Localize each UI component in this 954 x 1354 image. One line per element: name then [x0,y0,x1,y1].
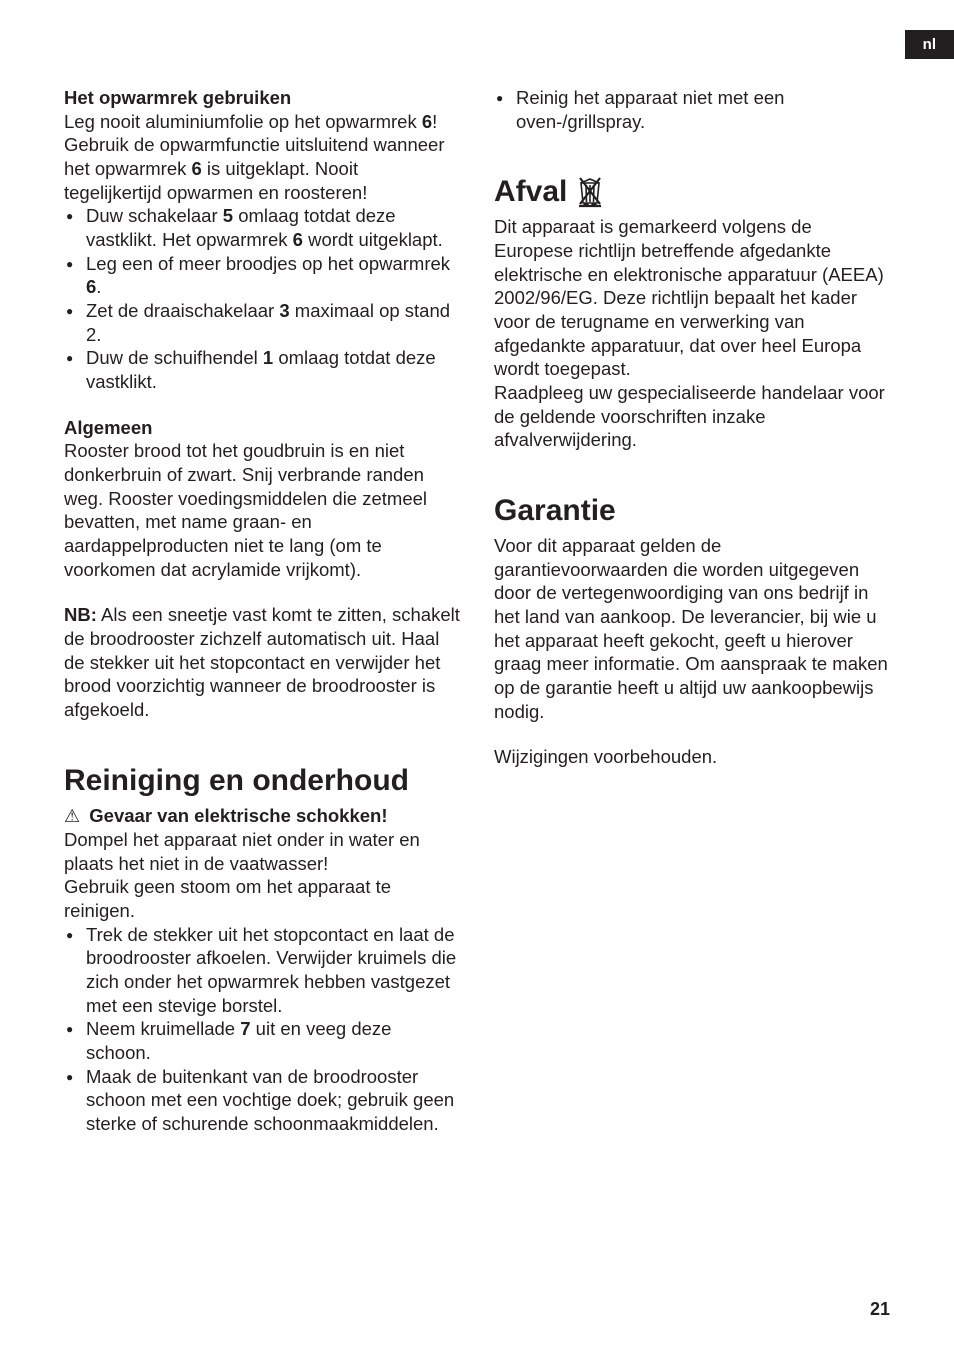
list-item: Leg een of meer broodjes op het opwarmre… [64,252,460,299]
warning-label: Gevaar van elektrische schokken! [89,805,387,826]
left-column: Het opwarmrek gebruiken Leg nooit alumin… [64,86,460,1136]
text: Leg nooit aluminiumfolie op het opwarmre… [64,111,422,132]
ref-num: 7 [240,1018,250,1039]
language-tab: nl [905,30,954,59]
warning-line: ⚠ Gevaar van elektrische schokken! [64,804,460,828]
text: Duw schakelaar [86,205,223,226]
two-column-layout: Het opwarmrek gebruiken Leg nooit alumin… [64,86,890,1136]
paragraph: Dompel het apparaat niet onder in water … [64,828,460,923]
subhead-opwarmrek: Het opwarmrek gebruiken [64,86,460,110]
text: Neem kruimellade [86,1018,240,1039]
text: Duw de schuifhendel [86,347,263,368]
paragraph: Wijzigingen voorbehouden. [494,745,890,769]
ref-num: 3 [279,300,289,321]
right-column: Reinig het apparaat niet met een oven-/g… [494,86,890,1136]
bullet-list: Duw schakelaar 5 omlaag totdat deze vast… [64,204,460,393]
section-algemeen: Algemeen Rooster brood tot het goudbruin… [64,416,460,582]
subhead-algemeen: Algemeen [64,416,460,440]
bullet-list: Trek de stekker uit het stopcontact en l… [64,923,460,1136]
paragraph: Rooster brood tot het goudbruin is en ni… [64,439,460,581]
text: Als een sneetje vast komt te zitten, sch… [64,604,460,720]
paragraph: Raadpleeg uw gespecialiseerde handelaar … [494,381,890,452]
list-item: Duw schakelaar 5 omlaag totdat deze vast… [64,204,460,251]
paragraph: Dit apparaat is gemarkeerd volgens de Eu… [494,215,890,381]
note-block: NB: Als een sneetje vast komt te zitten,… [64,603,460,721]
text: Zet de draaischakelaar [86,300,279,321]
text: ! [432,111,437,132]
page-number: 21 [870,1299,890,1320]
ref-num: 5 [223,205,233,226]
h2-reiniging: Reiniging en onderhoud [64,764,460,798]
paragraph: Leg nooit aluminiumfolie op het opwarmre… [64,110,460,134]
paragraph: Gebruik de opwarmfunctie uitsluitend wan… [64,133,460,204]
list-item: Maak de buitenkant van de broodrooster s… [64,1065,460,1136]
bullet-list: Reinig het apparaat niet met een oven-/g… [494,86,890,133]
cleaning-section: ⚠ Gevaar van elektrische schokken! Dompe… [64,804,460,1136]
list-item: Duw de schuifhendel 1 omlaag totdat deze… [64,346,460,393]
list-item: Reinig het apparaat niet met een oven-/g… [494,86,890,133]
nb-label: NB: [64,604,97,625]
text: . [96,276,101,297]
list-item: Neem kruimellade 7 uit en veeg deze scho… [64,1017,460,1064]
h2-afval: Afval [494,175,890,209]
h2-afval-text: Afval [494,175,567,209]
list-item: Zet de draaischakelaar 3 maximaal op sta… [64,299,460,346]
ref-num: 6 [192,158,202,179]
list-item: Trek de stekker uit het stopcontact en l… [64,923,460,1018]
text: Leg een of meer broodjes op het opwarmre… [86,253,450,274]
weee-bin-icon [577,175,603,209]
ref-num: 6 [293,229,303,250]
text: wordt uitgeklapt. [303,229,443,250]
paragraph: Voor dit apparaat gelden de garantievoor… [494,534,890,723]
warning-icon: ⚠ [64,806,80,826]
ref-num: 6 [86,276,96,297]
ref-num: 6 [422,111,432,132]
section-opwarmrek: Het opwarmrek gebruiken Leg nooit alumin… [64,86,460,394]
ref-num: 1 [263,347,273,368]
paragraph: NB: Als een sneetje vast komt te zitten,… [64,603,460,721]
h2-garantie: Garantie [494,494,890,528]
